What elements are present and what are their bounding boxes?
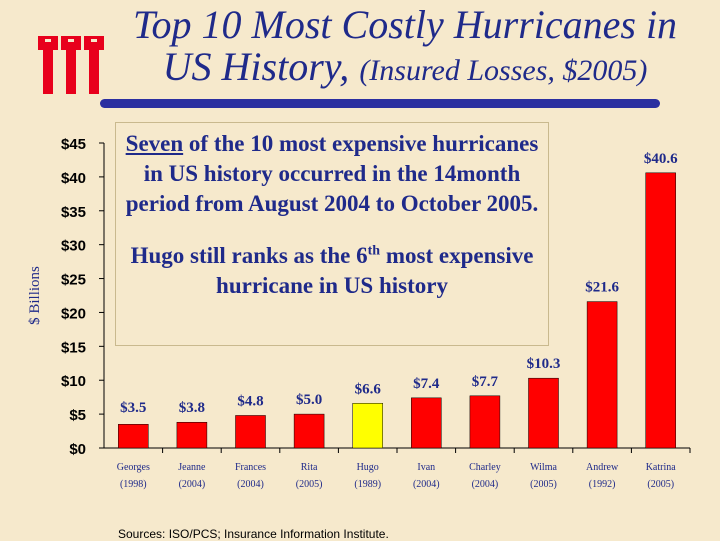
bar [176,421,208,449]
x-tick-label: Andrew [586,462,619,473]
y-tick-label: $5 [69,407,86,424]
y-tick-label: $0 [69,441,86,458]
x-tick-year: (2004) [413,479,440,490]
bar [528,377,559,449]
bar [118,424,149,449]
x-tick-label: Rita [301,462,318,473]
callout-paragraph-2-a: Hugo still ranks as the 6 [130,243,368,268]
x-tick-year: (2005) [530,479,557,490]
bar [586,301,618,449]
callout-box: Seven of the 10 most expensive hurricane… [115,122,549,346]
callout-paragraph-2-b: most expensive hurricane in US history [216,243,534,298]
y-tick-label: $20 [61,305,86,322]
x-tick-label: Frances [235,462,266,473]
callout-paragraph-1-text: of the 10 most expensive hurricanes in U… [125,131,539,216]
data-label: $3.5 [120,400,146,416]
data-label: $5.0 [296,392,322,408]
callout-paragraph-1: Seven of the 10 most expensive hurricane… [116,129,548,219]
y-tick-label: $40 [61,170,86,187]
bar [469,395,501,449]
data-label: $3.8 [179,400,205,416]
bar [293,413,325,449]
x-tick-year: (1992) [589,479,616,490]
x-tick-label: Charley [469,462,501,473]
title-line-2: US History, (Insured Losses, $2005) [95,46,715,92]
x-tick-year: (1989) [354,479,381,490]
callout-superscript: th [367,243,381,259]
x-tick-label: Georges [117,462,150,473]
logo-icon [38,36,104,94]
data-label: $21.6 [585,280,619,296]
callout-paragraph-2: Hugo still ranks as the 6th most expensi… [116,241,548,301]
x-tick-label: Jeanne [178,462,206,473]
x-tick-year: (2004) [179,479,206,490]
y-tick-label: $10 [61,373,86,390]
y-tick-label: $25 [61,272,86,289]
chart-title: Top 10 Most Costly Hurricanes in US Hist… [95,4,715,92]
y-tick-label: $15 [61,339,86,356]
bar [352,403,383,449]
bar [645,172,676,449]
x-tick-label: Katrina [646,462,677,473]
source-note: Sources: ISO/PCS; Insurance Information … [118,527,389,541]
y-axis-label: $ Billions [27,266,43,325]
x-tick-label: Hugo [357,462,379,473]
title-line-2-main: US History, [162,44,350,89]
x-tick-label: Wilma [530,462,557,473]
x-tick-year: (2005) [296,479,323,490]
data-label: $40.6 [644,151,678,167]
title-subtitle: (Insured Losses, $2005) [359,54,648,87]
y-tick-label: $35 [61,204,86,221]
bar [235,415,266,449]
y-tick-label: $45 [61,136,86,153]
data-label: $7.7 [472,374,499,390]
y-tick-label: $30 [61,238,86,255]
callout-emphasis: Seven [125,131,184,156]
x-tick-year: (1998) [120,479,147,490]
data-label: $6.6 [355,381,382,397]
data-label: $7.4 [413,376,440,392]
title-line-1: Top 10 Most Costly Hurricanes in [132,2,678,47]
title-underline [100,99,660,108]
data-label: $4.8 [237,393,263,409]
x-tick-year: (2004) [472,479,499,490]
x-tick-year: (2004) [237,479,264,490]
data-label: $10.3 [527,356,561,372]
x-tick-year: (2005) [647,479,674,490]
x-tick-label: Ivan [417,462,435,473]
bar [411,397,442,449]
